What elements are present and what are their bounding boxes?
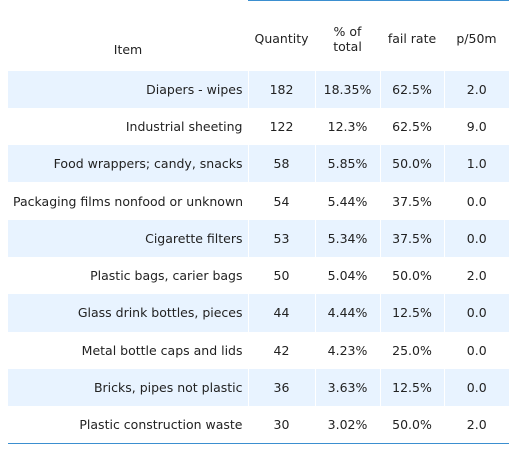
cell-percent-total: 5.34% (314, 219, 380, 257)
table-body: Diapers - wipes 182 18.35% 62.5% 2.0 Industri… (8, 70, 509, 444)
cell-fail-rate: 50.0% (379, 406, 444, 444)
cell-quantity: 30 (247, 406, 315, 444)
cell-p50m: 2.0 (443, 256, 509, 295)
cell-item: Plastic construction waste (8, 406, 248, 444)
table-row: Glass drink bottles, pieces 44 4.44% 12.5% 0… (8, 294, 509, 332)
table-row: Plastic construction waste 30 3.02% 50.0% 2.… (8, 406, 509, 444)
cell-p50m: 0.0 (443, 219, 509, 257)
cell-quantity: 122 (247, 107, 315, 146)
cell-fail-rate: 12.5% (379, 368, 444, 407)
column-header-percent-total: % of total (315, 0, 380, 71)
cell-item: Plastic bags, carier bags (90, 268, 243, 284)
cell-p50m: 0.0 (443, 331, 509, 369)
column-header-p50m: p/50m (444, 0, 509, 71)
data-table: Item Quantity % of total fail rate p/50m… (8, 0, 509, 444)
cell-percent-total: 3.02% (314, 406, 380, 444)
cell-quantity: 50 (247, 256, 315, 295)
cell-fail-rate: 62.5% (379, 107, 444, 146)
cell-item: Diapers - wipes (8, 70, 248, 108)
cell-percent-total: 5.04% (314, 256, 380, 295)
cell-p50m: 0.0 (443, 368, 509, 407)
cell-percent-total: 3.63% (314, 368, 380, 407)
cell-quantity: 42 (247, 331, 315, 369)
cell-fail-rate: 25.0% (379, 331, 444, 369)
cell-p50m: 2.0 (443, 406, 509, 444)
cell-percent-total: 18.35% (314, 70, 380, 108)
cell-quantity: 53 (247, 219, 315, 257)
cell-quantity: 44 (247, 294, 315, 332)
cell-percent-total: 4.23% (314, 331, 380, 369)
table-row: Packaging films nonfood or unknown 54 5.44… (8, 182, 509, 220)
table-row: Plastic bags, carier bags 50 5.04% 50.0% 2.0 (8, 256, 509, 295)
column-header-item: Item (113, 41, 143, 57)
cell-fail-rate: 37.5% (379, 219, 444, 257)
cell-p50m: 0.0 (443, 294, 509, 332)
cell-item: Metal bottle caps and lids (81, 342, 243, 358)
column-header-fail-rate: fail rate (380, 0, 444, 71)
cell-item: Bricks, pipes not plastic (8, 368, 248, 407)
cell-item: Food wrappers; candy, snacks (8, 145, 248, 183)
cell-quantity: 54 (247, 182, 315, 220)
cell-p50m: 1.0 (443, 145, 509, 183)
cell-p50m: 9.0 (443, 107, 509, 146)
cell-percent-total: 5.85% (314, 145, 380, 183)
cell-item: Industrial sheeting (125, 118, 243, 134)
column-header-quantity: Quantity (248, 0, 315, 71)
header-row: Item Quantity % of total fail rate p/50m (8, 0, 509, 71)
cell-fail-rate: 12.5% (379, 294, 444, 332)
table-header: Item Quantity % of total fail rate p/50m (8, 0, 509, 71)
table-row: Metal bottle caps and lids 42 4.23% 25.0% 0.… (8, 331, 509, 369)
cell-p50m: 0.0 (443, 182, 509, 220)
cell-fail-rate: 37.5% (379, 182, 444, 220)
table-row: Cigarette filters 53 5.34% 37.5% 0.0 (8, 219, 509, 257)
cell-quantity: 36 (247, 368, 315, 407)
table-row: Diapers - wipes 182 18.35% 62.5% 2.0 (8, 70, 509, 108)
cell-quantity: 182 (247, 70, 315, 108)
cell-fail-rate: 62.5% (379, 70, 444, 108)
cell-item: Cigarette filters (8, 219, 248, 257)
cell-fail-rate: 50.0% (379, 256, 444, 295)
table-row: Food wrappers; candy, snacks 58 5.85% 50.0%… (8, 145, 509, 183)
cell-percent-total: 5.44% (314, 182, 380, 220)
cell-p50m: 2.0 (443, 70, 509, 108)
cell-percent-total: 4.44% (314, 294, 380, 332)
cell-percent-total: 12.3% (314, 107, 380, 146)
cell-item: Glass drink bottles, pieces (8, 294, 248, 332)
table-row: Industrial sheeting 122 12.3% 62.5% 9.0 (8, 107, 509, 146)
cell-fail-rate: 50.0% (379, 145, 444, 183)
cell-quantity: 58 (247, 145, 315, 183)
table-row: Bricks, pipes not plastic 36 3.63% 12.5% 0.0 (8, 368, 509, 407)
cell-item: Packaging films nonfood or unknown (13, 193, 244, 209)
